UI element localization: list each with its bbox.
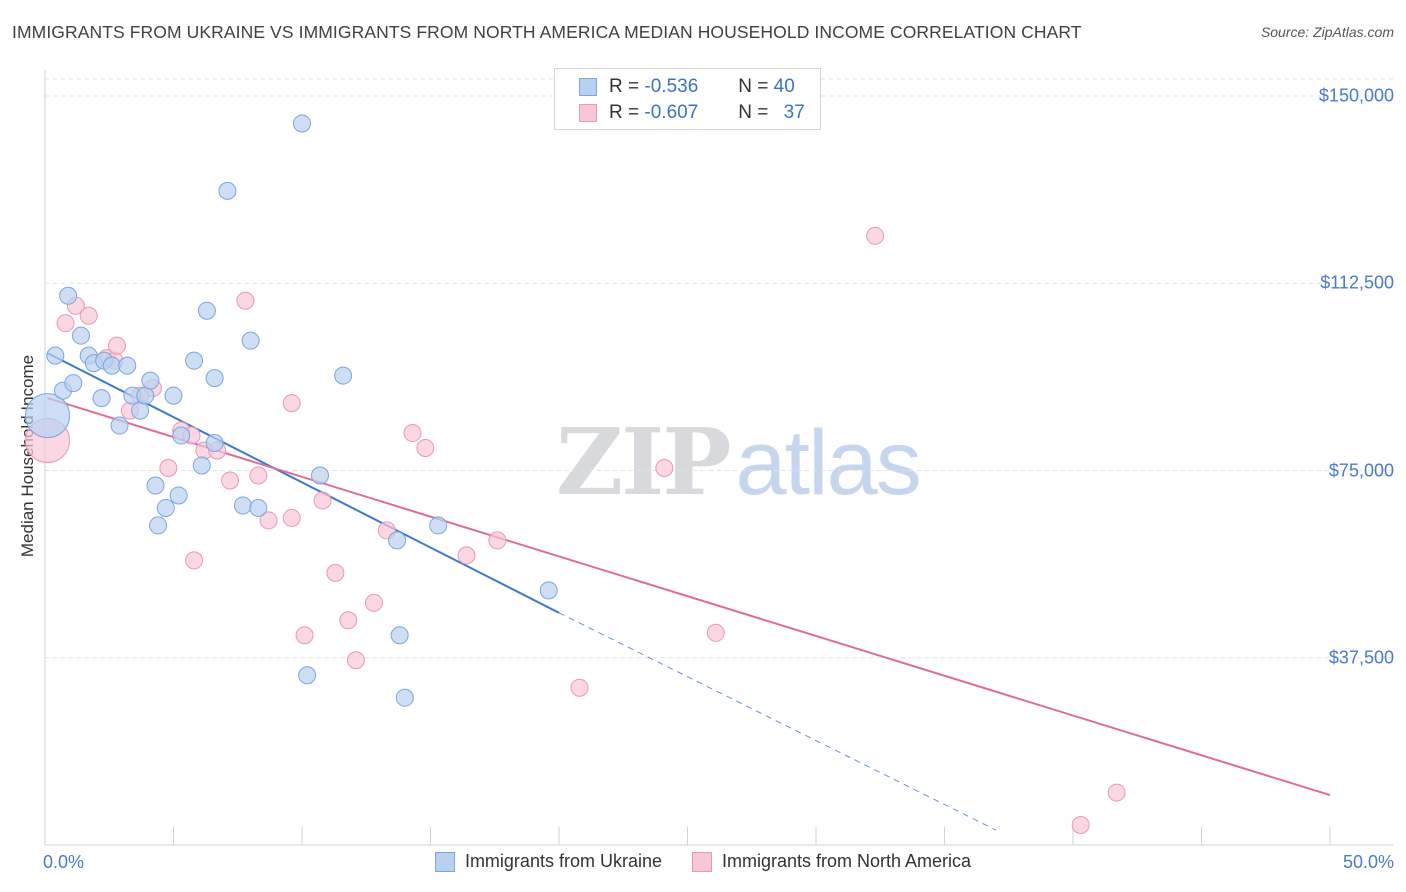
ukraine-point xyxy=(205,434,224,453)
stats-r-value: -0.536 xyxy=(644,76,699,97)
stats-row-ukraine: R = -0.536 N = 40 xyxy=(555,74,795,100)
ukraine-point xyxy=(197,301,216,320)
ukraine-point xyxy=(249,498,268,517)
ukraine-point xyxy=(185,351,204,370)
north-america-point xyxy=(706,623,725,642)
north-america-point xyxy=(416,439,435,458)
north-america-point xyxy=(346,651,365,670)
y-tick-label: $37,500 xyxy=(1328,647,1394,668)
north-america-point xyxy=(159,459,178,478)
ukraine-point xyxy=(110,416,129,435)
ukraine-point xyxy=(92,389,111,408)
ukraine-point xyxy=(298,666,317,685)
x-tick-label-max: 50.0% xyxy=(1342,852,1394,872)
north-america-point xyxy=(488,531,507,550)
ukraine-point xyxy=(172,426,191,445)
ukraine-point xyxy=(293,114,311,133)
north-america-point xyxy=(457,546,476,565)
north-america-point xyxy=(1071,816,1090,835)
ukraine-point xyxy=(59,286,78,305)
correlation-stats-box: R = -0.536 N = 40 R = -0.607 N = 37 xyxy=(554,68,821,130)
ukraine-point xyxy=(310,466,329,485)
ukraine-trend-extension xyxy=(558,612,997,831)
stats-n-value: 37 xyxy=(783,102,805,123)
north-america-point xyxy=(79,306,98,325)
stats-r-label: R = xyxy=(609,102,640,123)
legend-label-north-america: Immigrants from North America xyxy=(721,851,972,871)
north-america-point xyxy=(866,226,885,245)
ukraine-point xyxy=(334,366,353,385)
legend-item-north-america[interactable]: Immigrants from North America xyxy=(691,851,972,872)
ukraine-point xyxy=(131,401,150,420)
y-tick-label: $75,000 xyxy=(1328,460,1394,480)
ukraine-point xyxy=(156,498,175,517)
stats-row-north-america: R = -0.607 N = 37 xyxy=(555,100,805,126)
north-america-point xyxy=(313,491,332,510)
north-america-legend-swatch xyxy=(691,851,712,872)
north-america-point xyxy=(295,626,314,645)
ukraine-point xyxy=(390,626,409,645)
ukraine-point xyxy=(25,393,71,439)
north-america-point xyxy=(107,336,126,355)
legend-label-ukraine: Immigrants from Ukraine xyxy=(464,851,662,871)
chart-title: IMMIGRANTS FROM UKRAINE VS IMMIGRANTS FR… xyxy=(12,22,1082,42)
ukraine-point xyxy=(218,181,237,200)
north-america-point xyxy=(56,314,75,333)
ukraine-point xyxy=(205,369,224,388)
chart-legend: Immigrants from Ukraine Immigrants from … xyxy=(0,851,1406,872)
ukraine-point xyxy=(192,456,211,475)
north-america-point xyxy=(282,394,301,413)
stats-n-value: 40 xyxy=(773,76,795,97)
source-credit: Source: ZipAtlas.com xyxy=(1260,24,1394,40)
north-america-point xyxy=(221,471,240,490)
north-america-point xyxy=(364,593,383,612)
ukraine-point xyxy=(233,496,252,515)
ukraine-point xyxy=(46,346,65,365)
stats-r-label: R = xyxy=(609,76,640,97)
north-america-point xyxy=(655,459,674,478)
north-america-point xyxy=(236,291,255,310)
ukraine-swatch xyxy=(579,78,597,96)
north-america-point xyxy=(259,511,278,530)
north-america-point xyxy=(403,424,422,443)
x-tick-label-min: 0.0% xyxy=(43,852,85,872)
ukraine-point xyxy=(241,331,260,350)
ukraine-point xyxy=(102,356,121,375)
ukraine-point xyxy=(136,386,155,405)
ukraine-point xyxy=(395,688,414,707)
north-america-point xyxy=(570,678,589,697)
ukraine-point xyxy=(146,476,165,495)
legend-item-ukraine[interactable]: Immigrants from Ukraine xyxy=(434,851,662,872)
ukraine-point xyxy=(149,516,168,535)
north-america-point xyxy=(326,563,345,582)
north-america-trend-line xyxy=(47,397,1331,797)
ukraine-point xyxy=(429,516,448,535)
north-america-point xyxy=(339,611,358,630)
north-america-swatch xyxy=(579,104,597,122)
north-america-point xyxy=(1107,783,1126,802)
ukraine-point xyxy=(388,531,407,550)
ukraine-point xyxy=(169,486,188,505)
ukraine-point xyxy=(141,371,160,390)
ukraine-point xyxy=(118,356,137,375)
y-tick-label: $112,500 xyxy=(1320,272,1394,293)
ukraine-point xyxy=(64,374,83,393)
ukraine-point xyxy=(71,326,90,345)
ukraine-point xyxy=(164,386,183,405)
stats-r-value: -0.607 xyxy=(644,102,699,123)
stats-n-label: N = xyxy=(738,76,769,97)
y-tick-label: $150,000 xyxy=(1318,85,1394,106)
north-america-point xyxy=(282,508,301,527)
north-america-point xyxy=(249,466,268,485)
stats-n-label: N = xyxy=(738,102,769,123)
ukraine-legend-swatch xyxy=(434,851,455,872)
north-america-point xyxy=(185,551,204,570)
ukraine-point xyxy=(539,581,558,600)
